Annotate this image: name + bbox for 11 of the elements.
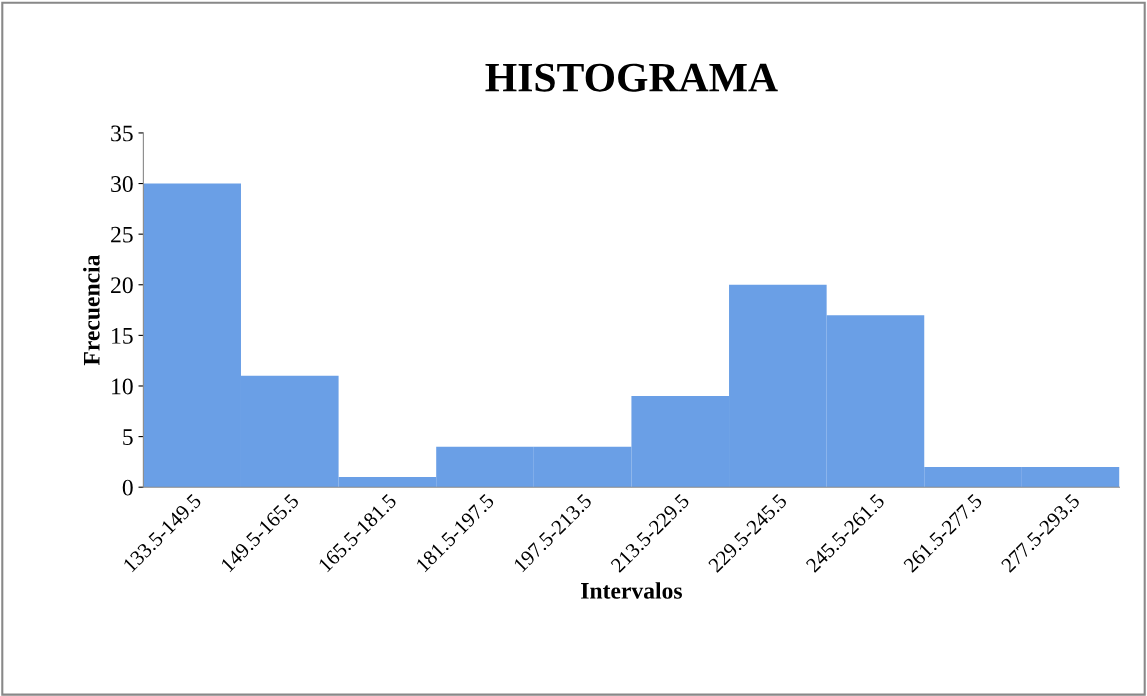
y-tick-label: 25 — [111, 226, 133, 243]
y-tick-label: 0 — [122, 479, 133, 496]
y-tick-label: 30 — [111, 176, 133, 192]
y-tick-label: 20 — [111, 277, 133, 294]
chart-title: HISTOGRAMA — [485, 63, 778, 92]
y-axis-title: Frecuencia — [83, 254, 100, 366]
y-tick-label: 15 — [112, 327, 133, 344]
y-tick-label: 10 — [112, 378, 133, 395]
y-tick-label: 35 — [111, 125, 133, 142]
x-axis-title: Intervalos — [581, 582, 682, 599]
y-tick-label: 5 — [123, 429, 133, 446]
